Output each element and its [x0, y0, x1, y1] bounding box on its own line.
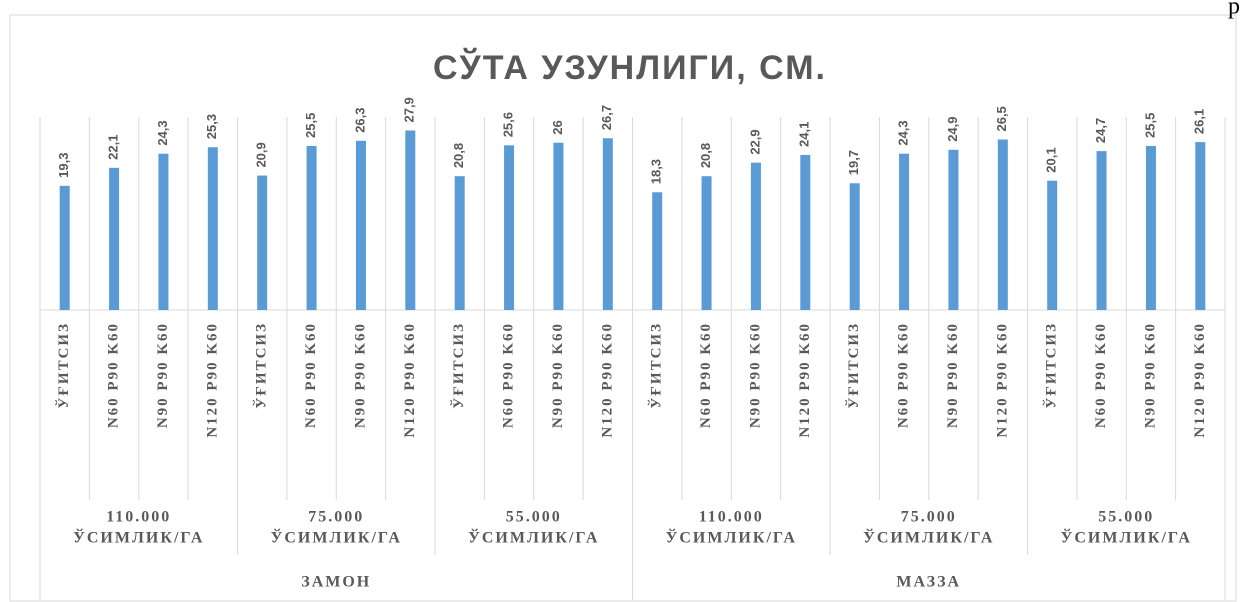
bar — [207, 147, 218, 310]
category-label: N120 P90 K60 — [1192, 322, 1208, 438]
category-label: N60 P90 K60 — [896, 322, 912, 428]
category-label: N120 P90 K60 — [402, 322, 418, 438]
value-label: 20,8 — [698, 143, 713, 168]
bar — [602, 138, 613, 310]
value-label: 18,3 — [649, 159, 664, 184]
density-label: 55.000 — [1098, 509, 1154, 526]
value-label: 24,9 — [945, 116, 960, 141]
value-label: 26,1 — [1192, 109, 1207, 134]
category-label: N120 P90 K60 — [994, 322, 1010, 438]
density-label: 55.000 — [506, 509, 562, 526]
category-label: N60 P90 K60 — [106, 322, 122, 428]
category-label: N60 P90 K60 — [1093, 322, 1109, 428]
value-label: 20,1 — [1044, 147, 1059, 172]
category-label: ЎҒИТСИЗ — [55, 322, 72, 409]
chart-title: СЎТА УЗУНЛИГИ, СМ. — [433, 48, 827, 87]
category-label: ЎҒИТСИЗ — [450, 322, 467, 409]
value-label: 24,1 — [797, 122, 812, 147]
density-label: 110.000 — [106, 509, 171, 526]
bar — [1145, 145, 1156, 310]
density-label: ЎСИМЛИК/ГА — [468, 528, 599, 547]
density-label: ЎСИМЛИК/ГА — [1061, 528, 1192, 547]
value-label: 25,5 — [1142, 113, 1157, 138]
value-label: 27,9 — [402, 97, 417, 122]
bar — [701, 176, 712, 310]
variety-label: ЗАМОН — [301, 574, 371, 591]
category-label: ЎҒИТСИЗ — [253, 322, 270, 409]
bar — [355, 140, 366, 310]
density-label: 75.000 — [901, 509, 957, 526]
category-label: N90 P90 K60 — [747, 322, 763, 428]
chart-border — [9, 14, 1237, 602]
bar — [158, 153, 169, 310]
category-label: N90 P90 K60 — [352, 322, 368, 428]
density-label: ЎСИМЛИК/ГА — [73, 528, 204, 547]
category-label: N120 P90 K60 — [599, 322, 615, 438]
category-label: N60 P90 K60 — [501, 322, 517, 428]
category-label: N120 P90 K60 — [797, 322, 813, 438]
bar — [849, 183, 860, 310]
bar — [1047, 180, 1058, 310]
bar — [59, 185, 70, 310]
bar — [997, 139, 1008, 310]
category-label: N90 P90 K60 — [155, 322, 171, 428]
value-label: 26,5 — [994, 106, 1009, 131]
variety-label: МАЗЗА — [896, 574, 961, 591]
bar — [800, 154, 811, 310]
bar — [948, 149, 959, 310]
value-label: 22,1 — [106, 135, 121, 160]
density-label: 75.000 — [308, 509, 364, 526]
bar — [1096, 151, 1107, 310]
bar — [1195, 142, 1206, 310]
bar — [405, 130, 416, 310]
density-label: ЎСИМЛИК/ГА — [863, 528, 994, 547]
value-label: 24,3 — [155, 120, 170, 145]
category-label: N90 P90 K60 — [945, 322, 961, 428]
value-label: 26 — [550, 120, 565, 134]
corner-text: р — [1228, 0, 1240, 20]
category-label: ЎҒИТСИЗ — [648, 322, 665, 409]
bar — [750, 162, 761, 310]
density-label: ЎСИМЛИК/ГА — [271, 528, 402, 547]
value-label: 20,8 — [451, 143, 466, 168]
value-label: 24,7 — [1093, 118, 1108, 143]
bar — [109, 167, 120, 310]
value-label: 22,9 — [747, 129, 762, 154]
density-label: ЎСИМЛИК/ГА — [666, 528, 797, 547]
category-label: N60 P90 K60 — [698, 322, 714, 428]
bar — [504, 145, 515, 310]
bar — [257, 175, 268, 310]
category-label: ЎҒИТСИЗ — [845, 322, 862, 409]
value-label: 24,3 — [896, 120, 911, 145]
category-label: N60 P90 K60 — [303, 322, 319, 428]
bar — [306, 145, 317, 310]
density-label: 110.000 — [699, 509, 764, 526]
bar — [899, 153, 910, 310]
value-label: 26,7 — [599, 105, 614, 130]
bar — [652, 192, 663, 310]
value-label: 25,5 — [303, 113, 318, 138]
category-label: N90 P90 K60 — [550, 322, 566, 428]
value-label: 25,3 — [204, 114, 219, 139]
value-label: 19,3 — [56, 153, 71, 178]
value-label: 20,9 — [254, 142, 269, 167]
bar — [454, 176, 465, 310]
value-label: 25,6 — [501, 112, 516, 137]
bar — [553, 142, 564, 310]
category-label: N120 P90 K60 — [204, 322, 220, 438]
category-label: N90 P90 K60 — [1142, 322, 1158, 428]
value-label: 26,3 — [352, 107, 367, 132]
category-label: ЎҒИТСИЗ — [1043, 322, 1060, 409]
value-label: 19,7 — [846, 150, 861, 175]
